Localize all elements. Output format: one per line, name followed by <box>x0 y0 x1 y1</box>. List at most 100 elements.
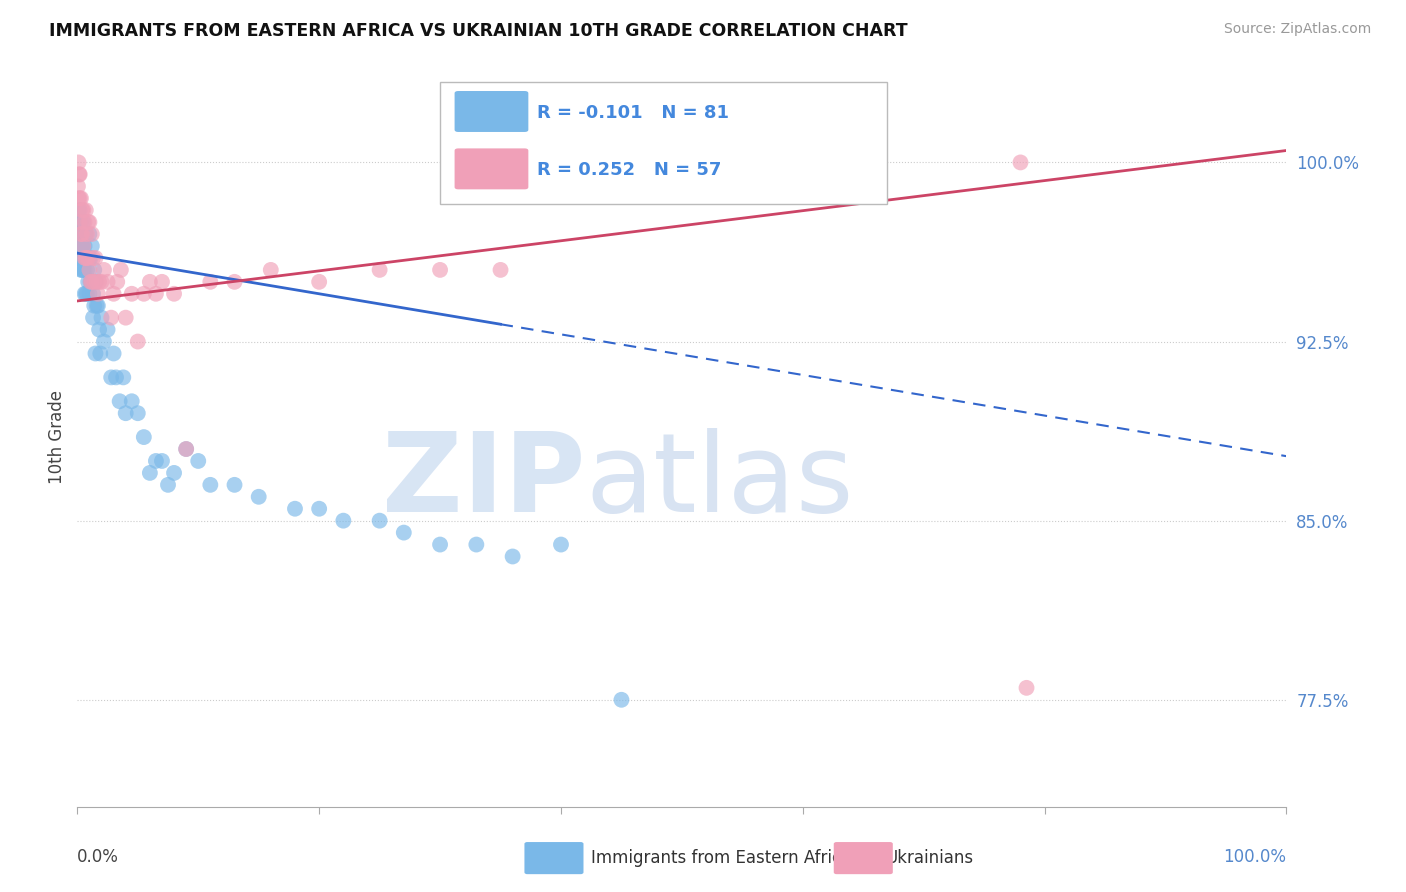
Point <box>73 251 96 265</box>
Point <box>308 275 330 289</box>
Point <box>103 346 125 360</box>
Point <box>87 286 110 301</box>
Point <box>502 549 524 564</box>
Point <box>67 167 90 181</box>
Point <box>429 537 451 551</box>
Point <box>66 215 89 229</box>
Y-axis label: 10th Grade: 10th Grade <box>48 390 66 484</box>
Point <box>114 406 136 420</box>
Point <box>75 286 97 301</box>
Point <box>610 693 633 707</box>
Point <box>69 215 91 229</box>
Point <box>70 263 93 277</box>
Point <box>121 394 143 409</box>
Point <box>86 275 108 289</box>
Point <box>70 227 93 241</box>
Point <box>83 263 105 277</box>
Point <box>87 299 110 313</box>
Point <box>80 275 103 289</box>
Point <box>110 263 132 277</box>
Point <box>105 370 128 384</box>
Point <box>145 286 167 301</box>
Text: 100.0%: 100.0% <box>1223 848 1286 866</box>
Point <box>79 251 101 265</box>
Point <box>84 346 107 360</box>
Point <box>90 310 112 325</box>
Point <box>72 239 94 253</box>
Point <box>105 275 128 289</box>
Point <box>82 310 104 325</box>
Point <box>67 227 90 241</box>
Point <box>112 370 135 384</box>
Point <box>79 251 101 265</box>
Point <box>69 239 91 253</box>
Point <box>550 537 572 551</box>
Point <box>72 203 94 218</box>
Point <box>82 251 104 265</box>
Point <box>80 239 103 253</box>
Point <box>83 299 105 313</box>
Point <box>79 263 101 277</box>
Point <box>368 514 391 528</box>
Point <box>77 251 100 265</box>
Point <box>69 215 91 229</box>
Point <box>67 155 90 169</box>
Point <box>392 525 415 540</box>
Point <box>80 227 103 241</box>
Point <box>284 501 307 516</box>
Point <box>70 239 93 253</box>
Point <box>76 251 98 265</box>
Point <box>75 251 97 265</box>
Point <box>100 310 122 325</box>
Point <box>75 251 97 265</box>
Point <box>332 514 354 528</box>
Point <box>157 478 180 492</box>
Point <box>139 466 162 480</box>
Point <box>70 227 93 241</box>
Point <box>174 442 197 456</box>
Point <box>79 275 101 289</box>
Point <box>76 286 98 301</box>
Text: atlas: atlas <box>585 428 853 535</box>
Point <box>67 191 90 205</box>
Point <box>108 394 131 409</box>
Point <box>70 239 93 253</box>
Point <box>200 275 222 289</box>
Text: 0.0%: 0.0% <box>77 848 120 866</box>
Point <box>76 227 98 241</box>
Point <box>67 215 90 229</box>
Point <box>163 286 186 301</box>
Point <box>86 299 108 313</box>
Point <box>79 215 101 229</box>
Point <box>73 286 96 301</box>
Point <box>163 466 186 480</box>
Point <box>69 203 91 218</box>
Text: Ukrainians: Ukrainians <box>886 849 974 867</box>
Point <box>67 251 90 265</box>
Point <box>127 334 149 349</box>
Point <box>70 203 93 218</box>
Point <box>76 263 98 277</box>
Point <box>150 454 173 468</box>
Point <box>69 191 91 205</box>
Point <box>87 275 110 289</box>
FancyBboxPatch shape <box>454 91 529 132</box>
Text: R = -0.101   N = 81: R = -0.101 N = 81 <box>537 103 728 121</box>
Point <box>72 239 94 253</box>
Point <box>100 370 122 384</box>
Point <box>187 454 209 468</box>
Point <box>87 323 110 337</box>
Point <box>139 275 162 289</box>
Point <box>83 275 105 289</box>
Point <box>224 275 246 289</box>
Text: R = 0.252   N = 57: R = 0.252 N = 57 <box>537 161 721 179</box>
Point <box>77 275 100 289</box>
Point <box>127 406 149 420</box>
Point <box>90 275 112 289</box>
Point <box>84 275 107 289</box>
Point <box>174 442 197 456</box>
Point <box>489 263 512 277</box>
Point <box>465 537 488 551</box>
Point <box>69 227 91 241</box>
Point <box>132 430 155 444</box>
